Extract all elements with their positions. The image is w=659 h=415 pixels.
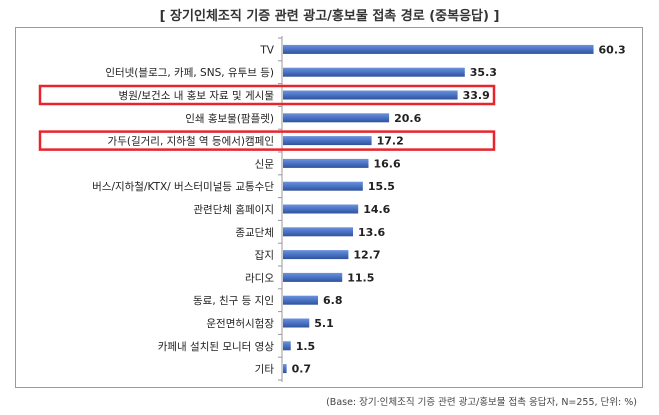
category-label: 신문 <box>255 158 275 170</box>
category-label: 인터넷(블로그, 카페, SNS, 유투브 등) <box>105 67 274 79</box>
value-label: 14.6 <box>363 203 390 216</box>
category-label: 병원/보건소 내 홍보 자료 및 게시물 <box>119 89 275 102</box>
value-label: 5.1 <box>314 317 334 330</box>
chart-frame: TV 60.3 인터넷(블로그, 카페, SNS, 유투브 등) 35.3 병원/보건소… <box>15 27 643 388</box>
value-label: 17.2 <box>377 135 404 148</box>
value-label: 6.8 <box>323 294 343 307</box>
bar <box>283 90 458 100</box>
category-label: TV <box>259 44 274 56</box>
value-label: 13.6 <box>358 226 385 239</box>
category-label: 운전면허시험장 <box>206 318 274 330</box>
bar <box>283 364 287 374</box>
bar <box>283 250 349 260</box>
bar <box>283 136 372 146</box>
bar <box>283 113 390 123</box>
bar <box>283 181 363 191</box>
category-label: 카페내 설치된 모니터 영상 <box>158 341 275 353</box>
highlight-box <box>38 84 496 106</box>
chart-footnote: (Base: 장기·인체조직 기증 관련 광고/홍보물 접촉 응답자, N=25… <box>326 397 637 408</box>
value-label: 33.9 <box>463 89 490 102</box>
category-label: 잡지 <box>255 250 274 262</box>
value-label: 20.6 <box>394 112 421 125</box>
value-label: 12.7 <box>353 249 380 262</box>
category-label: 동료, 친구 등 지인 <box>193 295 274 307</box>
value-label: 15.5 <box>368 180 395 193</box>
category-label: 버스/지하철/KTX/ 버스터미널등 교통수단 <box>92 180 274 193</box>
bar-chart: TV 60.3 인터넷(블로그, 카페, SNS, 유투브 등) 35.3 병원/보건소… <box>38 36 626 382</box>
category-label: 종교단체 <box>235 227 274 239</box>
category-label: 가두(길거리, 지하철 역 등에서)캠페인 <box>108 135 274 148</box>
value-label: 35.3 <box>470 66 497 79</box>
value-label: 60.3 <box>599 43 626 56</box>
highlight-box <box>38 130 496 151</box>
category-label: 관련단체 홈페이지 <box>193 203 274 216</box>
bar <box>283 44 594 54</box>
bar <box>283 67 465 77</box>
category-label: 라디오 <box>245 272 274 284</box>
value-label: 0.7 <box>292 363 312 376</box>
chart-title: [ 장기인체조직 기증 관련 광고/홍보물 접촉 경로 (중복응답) ] <box>159 9 500 24</box>
value-label: 11.5 <box>347 271 374 284</box>
bar <box>283 204 359 214</box>
category-label: 기타 <box>255 364 275 376</box>
value-label: 1.5 <box>296 340 316 353</box>
bar <box>283 158 369 168</box>
bar <box>283 295 319 305</box>
value-label: 16.6 <box>373 157 400 170</box>
bar <box>283 272 343 282</box>
bar <box>283 227 354 237</box>
category-label: 인쇄 홍보물(팜플렛) <box>185 112 274 125</box>
bar <box>283 341 291 351</box>
bar <box>283 318 310 328</box>
